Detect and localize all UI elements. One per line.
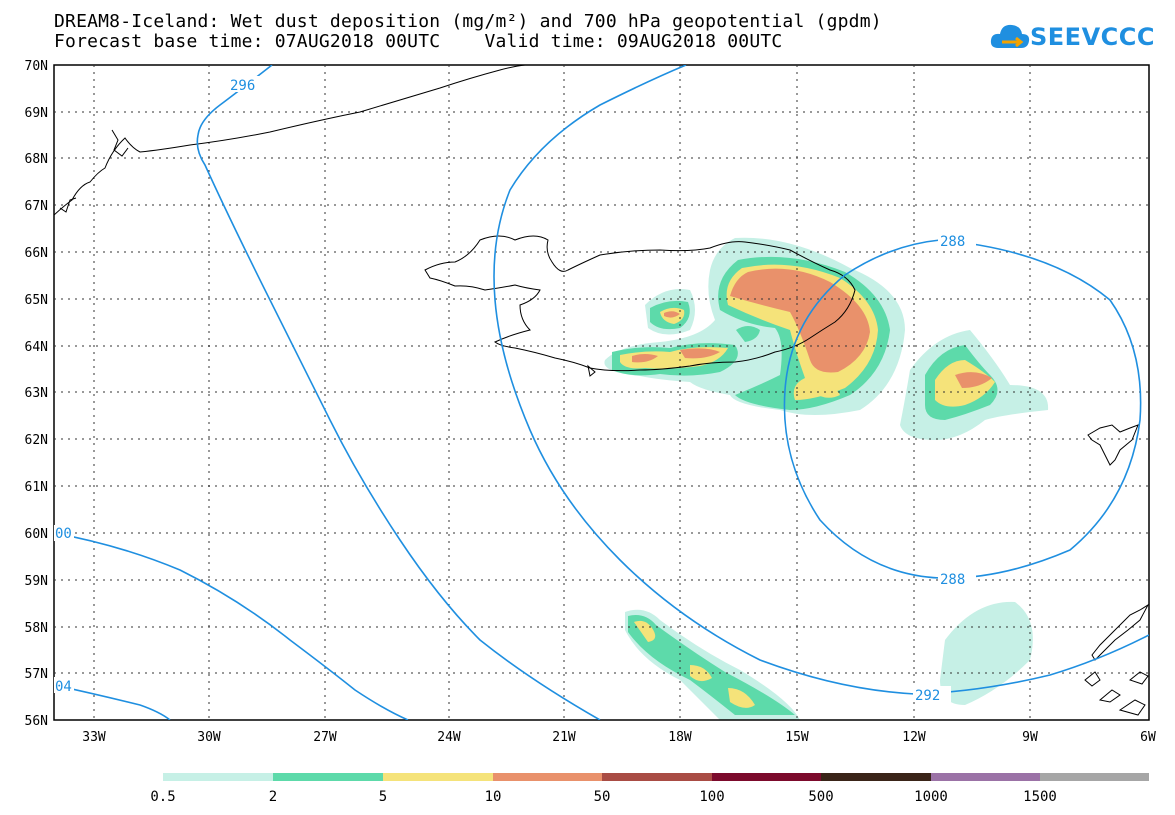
legend-label: 0.5 [150,789,175,805]
map-subtitle: Forecast base time: 07AUG2018 00UTC Vali… [54,31,783,52]
legend-label: 2 [269,789,277,805]
lon-label: 27W [313,730,337,745]
lat-label: 70N [25,59,48,74]
color-legend: 0.5 2 5 10 50 100 500 1000 1500 [150,773,1149,805]
contour-label-300: 00 [55,526,72,542]
lat-label: 69N [25,106,48,121]
lon-label: 12W [902,730,926,745]
cloud-icon [990,24,1030,48]
lat-label: 64N [25,340,48,355]
logo-text: SEEVCCC [1030,23,1155,51]
lon-label: 18W [668,730,692,745]
lat-label: 60N [25,527,48,542]
lat-label: 68N [25,152,48,167]
geopotential-contours [54,65,1149,720]
lat-label: 58N [25,621,48,636]
contour-label-304: 04 [55,679,72,695]
lon-label: 33W [82,730,106,745]
lat-label: 57N [25,667,48,682]
legend-label: 100 [699,789,724,805]
legend-swatch [821,773,931,781]
dust-deposition-10 [632,268,992,388]
lat-label: 56N [25,714,48,729]
lon-label: 9W [1022,730,1038,745]
legend-swatch [602,773,712,781]
lat-label: 61N [25,480,48,495]
legend-swatch [1040,773,1149,781]
legend-swatch [493,773,602,781]
lon-label: 24W [437,730,461,745]
lat-label: 67N [25,199,48,214]
lat-label: 65N [25,293,48,308]
lon-label: 21W [552,730,576,745]
legend-swatch [273,773,383,781]
lon-label: 15W [785,730,809,745]
latitude-labels: 70N 69N 68N 67N 66N 65N 64N 63N 62N 61N … [25,59,48,729]
contour-label-288-bottom: 288 [940,572,965,588]
legend-swatch [383,773,493,781]
legend-label: 1500 [1023,789,1057,805]
seevccc-logo: SEEVCCC [990,20,1155,54]
lat-label: 62N [25,433,48,448]
lat-label: 66N [25,246,48,261]
contour-label-288-top: 288 [940,234,965,250]
legend-swatch [712,773,821,781]
legend-label: 50 [594,789,611,805]
contour-labels: 296 288 288 292 00 04 [54,76,976,704]
plot-area [604,237,1049,720]
graticule [54,65,1149,720]
legend-swatch [931,773,1040,781]
legend-label: 5 [379,789,387,805]
contour-label-292: 292 [915,688,940,704]
coastlines [54,65,1149,716]
lat-label: 59N [25,574,48,589]
legend-label: 1000 [914,789,948,805]
legend-label: 10 [485,789,502,805]
legend-label: 500 [808,789,833,805]
lon-label: 30W [197,730,221,745]
longitude-labels: 33W 30W 27W 24W 21W 18W 15W 12W 9W 6W [82,730,1156,745]
lon-label: 6W [1140,730,1156,745]
contour-label-296: 296 [230,78,255,94]
lat-label: 63N [25,386,48,401]
map-title: DREAM8-Iceland: Wet dust deposition (mg/… [54,11,882,32]
legend-swatch [163,773,273,781]
